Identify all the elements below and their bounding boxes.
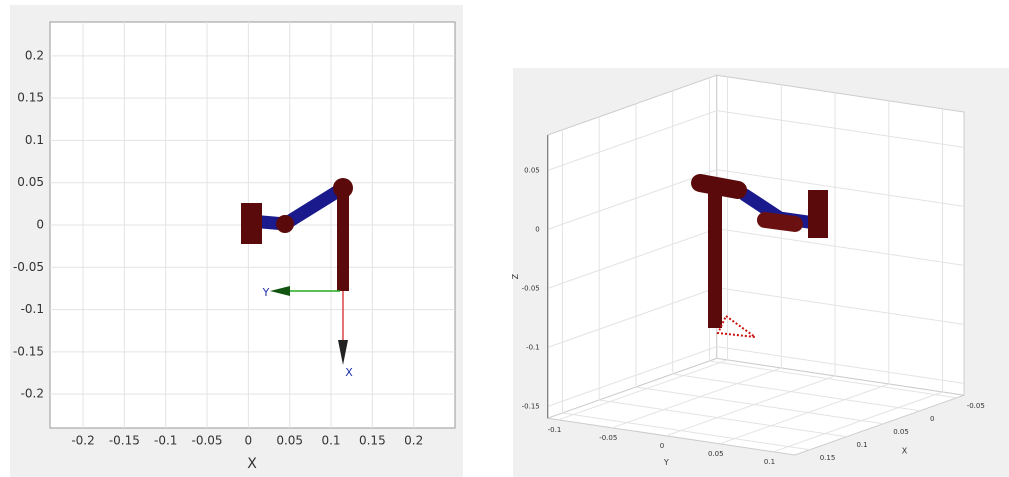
- y-tick-label: 0.1: [25, 133, 44, 147]
- y-tick-label: 0.1: [764, 458, 775, 466]
- z-tick-label: -0.15: [522, 402, 540, 410]
- z-tick-label: -0.05: [522, 284, 540, 292]
- x-axis-label: X: [902, 447, 908, 456]
- y-tick-label: 0: [36, 218, 44, 232]
- x-axis-label: X: [247, 456, 257, 472]
- right-plot: -0.05 0 0.05 0.1 0.15 -0.1 -0.05 0 0.05 0.1 -0.15 -…: [511, 75, 985, 467]
- joint: [276, 215, 294, 233]
- wall: [548, 75, 717, 418]
- y-tick-label: 0: [660, 442, 664, 450]
- x-tick-label: 0.15: [359, 434, 386, 448]
- frame-label: Y: [262, 286, 270, 299]
- x-tick-label: 0: [930, 415, 934, 423]
- link: [700, 183, 738, 190]
- frame-label: X: [345, 366, 353, 379]
- x-tick-label: -0.15: [109, 434, 140, 448]
- base: [241, 203, 262, 244]
- flange: [808, 190, 828, 238]
- x-tick-label: -0.2: [71, 434, 94, 448]
- y-tick-label: -0.1: [548, 426, 562, 434]
- x-tick-label: -0.05: [967, 402, 985, 410]
- y-tick-label: 0.05: [708, 450, 724, 458]
- y-tick-label: 0.05: [17, 175, 44, 189]
- joint: [333, 178, 353, 198]
- y-tick-label: -0.05: [599, 434, 617, 442]
- x-tick-label: 0.15: [820, 454, 836, 462]
- x-tick-label: -0.05: [192, 434, 223, 448]
- z-tick-label: 0.05: [524, 166, 540, 174]
- y-tick-label: -0.15: [13, 344, 44, 358]
- screen: -0.2 -0.15 -0.1 -0.05 0 0.05 0.1 0.15 0.2 -0.2 -0.…: [0, 0, 1009, 477]
- x-tick-label: 0.05: [276, 434, 303, 448]
- link: [337, 188, 349, 291]
- wall: [717, 75, 964, 395]
- y-tick-label: 0.2: [25, 48, 44, 62]
- y-axis-label: Y: [663, 458, 669, 467]
- y-tick-label: -0.05: [13, 260, 44, 274]
- z-axis-label: Z: [511, 273, 520, 279]
- x-tick-label: -0.1: [154, 434, 177, 448]
- link: [708, 185, 722, 328]
- y-tick-label: -0.2: [21, 387, 44, 401]
- z-tick-label: 0: [535, 225, 539, 233]
- x-tick-label: 0.2: [404, 434, 423, 448]
- y-tick-label: -0.1: [21, 302, 44, 316]
- x-tick-label: 0.1: [856, 441, 867, 449]
- y-tick-label: 0.15: [17, 91, 44, 105]
- z-tick-label: -0.1: [526, 343, 540, 351]
- joint: [765, 220, 795, 224]
- x-tick-label: 0.05: [893, 428, 909, 436]
- x-tick-label: 0.1: [321, 434, 340, 448]
- x-tick-label: 0: [245, 434, 253, 448]
